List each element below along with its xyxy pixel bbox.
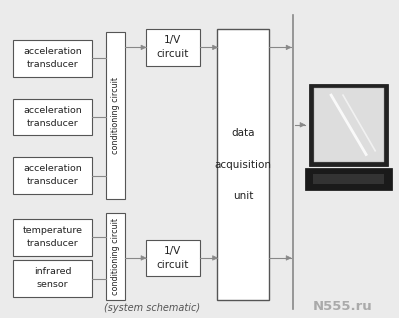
Text: acceleration: acceleration [23,164,82,173]
Bar [106,32,125,198]
Polygon shape [300,122,305,127]
Text: unit: unit [233,191,253,201]
Bar [217,29,269,300]
Polygon shape [286,45,291,50]
Bar [146,29,200,66]
Bar [146,240,200,276]
Text: acceleration: acceleration [23,106,82,114]
Text: sensor: sensor [37,280,68,289]
Text: transducer: transducer [26,60,78,69]
Bar [106,213,125,300]
Text: data: data [231,128,255,138]
Text: (system schematic): (system schematic) [104,302,200,313]
Text: transducer: transducer [26,119,78,128]
Polygon shape [286,256,291,260]
Text: circuit: circuit [156,260,189,270]
Text: acquisition: acquisition [215,160,272,169]
Polygon shape [213,256,217,260]
Polygon shape [305,168,392,190]
Polygon shape [213,45,217,50]
Text: infrared: infrared [34,267,71,276]
Text: 1/V: 1/V [164,246,181,256]
Text: circuit: circuit [156,49,189,59]
Bar [314,88,383,162]
Bar [13,157,92,194]
Text: transducer: transducer [26,239,78,248]
Bar [309,84,388,166]
Polygon shape [141,256,146,260]
Text: conditioning circuit: conditioning circuit [111,77,120,154]
Text: transducer: transducer [26,177,78,186]
Polygon shape [313,174,384,184]
Bar [13,219,92,256]
Text: N555.ru: N555.ru [313,300,373,313]
Text: conditioning circuit: conditioning circuit [111,218,120,295]
Text: 1/V: 1/V [164,35,181,45]
Text: temperature: temperature [22,226,82,235]
Bar [13,99,92,135]
Bar [13,260,92,297]
Polygon shape [141,45,146,50]
Bar [13,40,92,77]
Text: acceleration: acceleration [23,47,82,56]
